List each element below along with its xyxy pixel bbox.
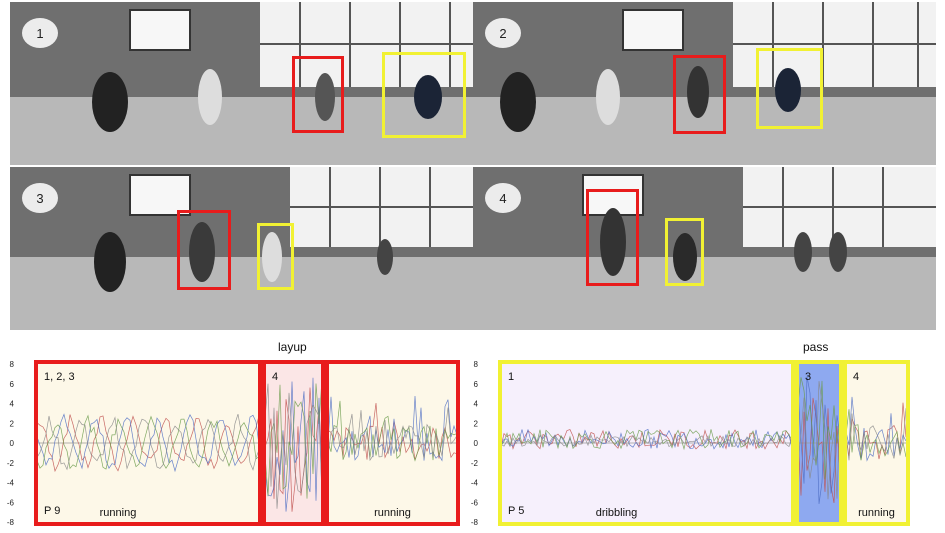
y-tick-label: -4 <box>471 479 479 488</box>
segment-activity-label: running <box>374 507 411 519</box>
segment-frame-tag: 3 <box>805 371 811 383</box>
frame-number-badge: 4 <box>485 183 521 213</box>
y-tick-label: -6 <box>7 498 15 507</box>
y-tick-label: -4 <box>7 479 15 488</box>
segment-frame-tag: 4 <box>272 371 278 383</box>
player-label: P 9 <box>44 505 60 517</box>
y-tick-label: 2 <box>10 419 15 428</box>
video-frame-3: 3 <box>10 167 473 330</box>
y-tick-label: 0 <box>10 439 15 448</box>
segment-frame-tag: 1, 2, 3 <box>44 371 75 383</box>
red-bounding-box <box>292 56 344 133</box>
red-bounding-box <box>177 210 231 290</box>
frame-number-badge: 1 <box>22 18 58 48</box>
segment-border <box>34 360 262 526</box>
sensor-plot-pass: 8 6 4 2 0 -2 -4 -6 -8 1 dribbling 3 4 running P 5 <box>470 354 940 530</box>
yellow-bounding-box <box>257 223 294 290</box>
video-frame-4: 4 <box>473 167 936 330</box>
y-tick-label: 0 <box>474 439 479 448</box>
y-tick-label: -6 <box>471 498 479 507</box>
plot-title-layup: layup <box>278 340 307 354</box>
signal-trace <box>327 395 458 462</box>
red-bounding-box <box>586 189 639 286</box>
signal-trace <box>36 413 260 471</box>
segment-frame-tag: 1 <box>508 371 514 383</box>
plot-title-pass: pass <box>803 340 829 354</box>
yellow-bounding-box <box>382 52 466 138</box>
gym-scene <box>473 2 936 165</box>
y-tick-label: 6 <box>474 380 479 389</box>
signal-trace <box>500 428 793 450</box>
y-tick-label: -8 <box>471 518 479 527</box>
y-tick-label: 8 <box>474 360 479 369</box>
yellow-bounding-box <box>665 218 704 286</box>
y-tick-label: 2 <box>474 419 479 428</box>
segment-border <box>262 360 325 526</box>
gym-scene <box>10 167 473 330</box>
gym-scene <box>473 167 936 330</box>
signal-trace <box>845 409 907 461</box>
signal-trace <box>500 433 793 448</box>
y-tick-label: -8 <box>7 518 15 527</box>
y-tick-label: 4 <box>10 400 15 409</box>
signal-trace <box>797 376 841 504</box>
segment-activity-label: running <box>100 507 137 519</box>
y-tick-label: 8 <box>10 360 15 369</box>
segment-activity-label: running <box>858 507 895 519</box>
signal-trace <box>327 400 458 462</box>
signal-trace <box>264 383 323 509</box>
signal-trace <box>36 414 260 473</box>
segment-frame-tag: 4 <box>853 371 859 383</box>
signal-trace <box>36 413 260 473</box>
video-frame-1: 1 <box>10 2 473 165</box>
player-label: P 5 <box>508 505 524 517</box>
y-tick-label: -2 <box>471 459 479 468</box>
signal-trace <box>845 402 907 460</box>
signal-trace <box>797 377 841 480</box>
signal-trace <box>797 381 841 500</box>
y-tick-label: -2 <box>7 459 15 468</box>
segment-border <box>843 360 910 526</box>
frame-number-badge: 3 <box>22 183 58 213</box>
gym-scene <box>10 2 473 165</box>
red-bounding-box <box>673 55 726 134</box>
frame-number-badge: 2 <box>485 18 521 48</box>
y-tick-label: 4 <box>474 400 479 409</box>
segment-border <box>498 360 795 526</box>
segment-border <box>325 360 460 526</box>
signal-trace <box>327 407 458 462</box>
sensor-plot-layup: 8 6 4 2 0 -2 -4 -6 -8 1, 2, 3 running 4 running P 9 <box>0 354 470 530</box>
segment-border <box>795 360 843 526</box>
video-frame-2: 2 <box>473 2 936 165</box>
segment-activity-label: dribbling <box>596 507 638 519</box>
signal-trace <box>845 408 907 461</box>
y-tick-label: 6 <box>10 380 15 389</box>
signal-trace <box>797 397 841 504</box>
yellow-bounding-box <box>756 48 823 129</box>
